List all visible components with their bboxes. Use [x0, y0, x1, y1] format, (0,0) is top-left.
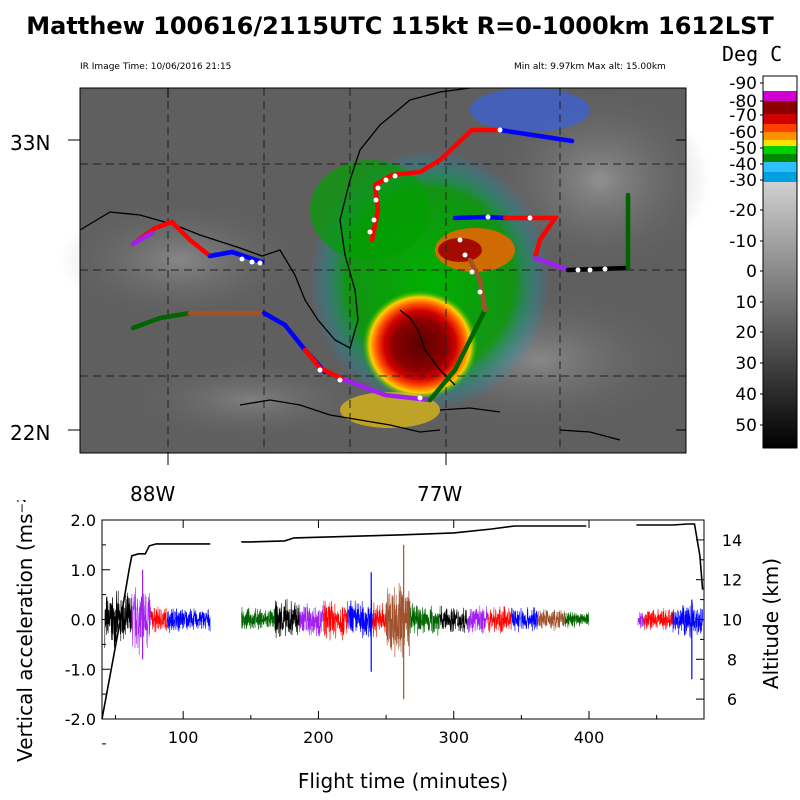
flight-track-segment-blue: [207, 249, 265, 265]
colorbar-band: [763, 146, 797, 154]
colorbar-band: [763, 76, 797, 91]
x-tick-label: 300: [438, 728, 469, 747]
colorbar-tick-label: 0: [746, 262, 757, 282]
colorbar-band: [763, 101, 797, 114]
acceleration-series-19: [637, 611, 645, 629]
colorbar-tick-label: 30: [735, 354, 757, 374]
map-lat-labels: 33N 22N: [10, 131, 50, 445]
colorbar-band: [763, 172, 797, 182]
colorbar-tick-label: -80: [729, 92, 757, 112]
y-axis-label: Vertical acceleration (ms⁻²): [13, 500, 37, 762]
acceleration-series-21: [672, 602, 703, 639]
acceleration-series-8: [323, 600, 349, 641]
y-tick-label: -2.0: [65, 710, 96, 729]
flight-track-segment-green: [130, 310, 193, 331]
acceleration-series-3: [166, 608, 184, 633]
colorbar-tick-label: -20: [729, 201, 757, 221]
flight-track-segment-green: [427, 307, 488, 403]
y-tick-label: 1.0: [71, 561, 96, 580]
x-tick-label: 200: [303, 728, 334, 747]
flight-track-segment-red: [369, 127, 503, 243]
acceleration-series-13: [439, 605, 468, 633]
altitude-line-0: [101, 543, 211, 720]
colorbar-title: Deg C: [722, 42, 783, 66]
colorbar-tick-label: -70: [729, 106, 757, 126]
colorbar-tick-label: -40: [729, 155, 757, 175]
acceleration-series-20: [644, 608, 673, 631]
colorbar-tick-label: -60: [729, 123, 757, 143]
acceleration-series-4: [182, 608, 211, 632]
x-tick-label: 100: [168, 728, 199, 747]
colorbar-band: [763, 91, 797, 101]
colorbar-band: [763, 154, 797, 162]
colorbar-band: [763, 114, 797, 124]
colorbar-band: [763, 162, 797, 172]
acceleration-series-15: [487, 606, 512, 634]
colorbar-tick-label: -90: [729, 74, 757, 94]
acceleration-series-10: [372, 602, 387, 638]
colorbar-tick-label: 20: [735, 323, 757, 343]
acceleration-series-11: [385, 582, 411, 658]
y-tick-label: 0.0: [71, 611, 96, 630]
flight-track-segment-blue: [497, 127, 575, 144]
acceleration-series-7: [299, 603, 324, 637]
acceleration-series-14: [467, 605, 488, 634]
lon-label-88w: 88W: [130, 482, 176, 506]
y2-tick-label: 12: [722, 571, 742, 590]
lat-label-33n: 33N: [10, 131, 50, 155]
altitude-range: Min alt: 9.97km Max alt: 15.00km: [514, 62, 666, 72]
x-axis-label: Flight time (minutes): [298, 769, 508, 793]
y2-tick-label: 8: [727, 650, 737, 669]
flight-track-segment-purple: [130, 230, 155, 247]
colorbar: -90-80-70-60-50-40-30 -20 -10 0 10 20 30 40 50: [729, 74, 798, 449]
colorbar-frame: [762, 75, 798, 449]
colorbar-band: [763, 124, 797, 132]
y2-tick-label: 10: [722, 611, 742, 630]
acceleration-series-9: [347, 599, 373, 639]
colorbar-tick-label: -50: [729, 139, 757, 159]
x-tick-label: 400: [574, 728, 605, 747]
colorbar-tick-label: -10: [729, 232, 757, 252]
satellite-map: 33N 22N: [10, 87, 710, 465]
y-tick-label: -1.0: [65, 660, 96, 679]
colorbar-band: [763, 182, 797, 448]
acceleration-chart: 2.0 1.0 0.0 -1.0 -2.0 6 8 10 12 14 100 200 300 400 Fli…: [13, 500, 783, 793]
acceleration-series-1: [131, 587, 151, 655]
colorbar-tick-label: 40: [735, 385, 757, 405]
y-tick-label: 2.0: [71, 511, 96, 530]
acceleration-series-12: [410, 603, 441, 637]
lat-label-22n: 22N: [10, 421, 50, 445]
y2-axis-label: Altitude (km): [759, 558, 783, 689]
acceleration-series-5: [241, 607, 276, 631]
acceleration-series-16: [511, 607, 538, 633]
altitude-line-2: [636, 523, 704, 590]
colorbar-band: [763, 140, 797, 146]
colorbar-tick-label: 50: [735, 416, 757, 436]
flight-track-segment-purple: [532, 255, 571, 273]
map-image: [60, 87, 710, 465]
y2-tick-label: 6: [727, 690, 737, 709]
ir-image-time: IR Image Time: 10/06/2016 21:15: [80, 62, 232, 72]
acceleration-series-6: [274, 598, 300, 638]
y2-tick-label: 14: [722, 531, 742, 550]
acceleration-series-0: [104, 590, 132, 648]
lon-label-77w: 77W: [417, 482, 463, 506]
acceleration-series-17: [537, 609, 565, 632]
page-title: Matthew 100616/2115UTC 115kt R=0-1000km …: [26, 12, 774, 40]
flight-track-segment-purple: [342, 377, 433, 403]
acceleration-series-2: [150, 606, 168, 633]
altitude-line-1: [241, 525, 587, 543]
colorbar-tick-label: 10: [735, 293, 757, 313]
flight-track-segment-brown: [467, 257, 488, 313]
acceleration-series-18: [564, 611, 590, 629]
dropsonde-markers: [239, 127, 608, 401]
colorbar-tick-label: -30: [729, 171, 757, 191]
flight-track-segment-blue: [452, 214, 508, 221]
colorbar-band: [763, 132, 797, 140]
